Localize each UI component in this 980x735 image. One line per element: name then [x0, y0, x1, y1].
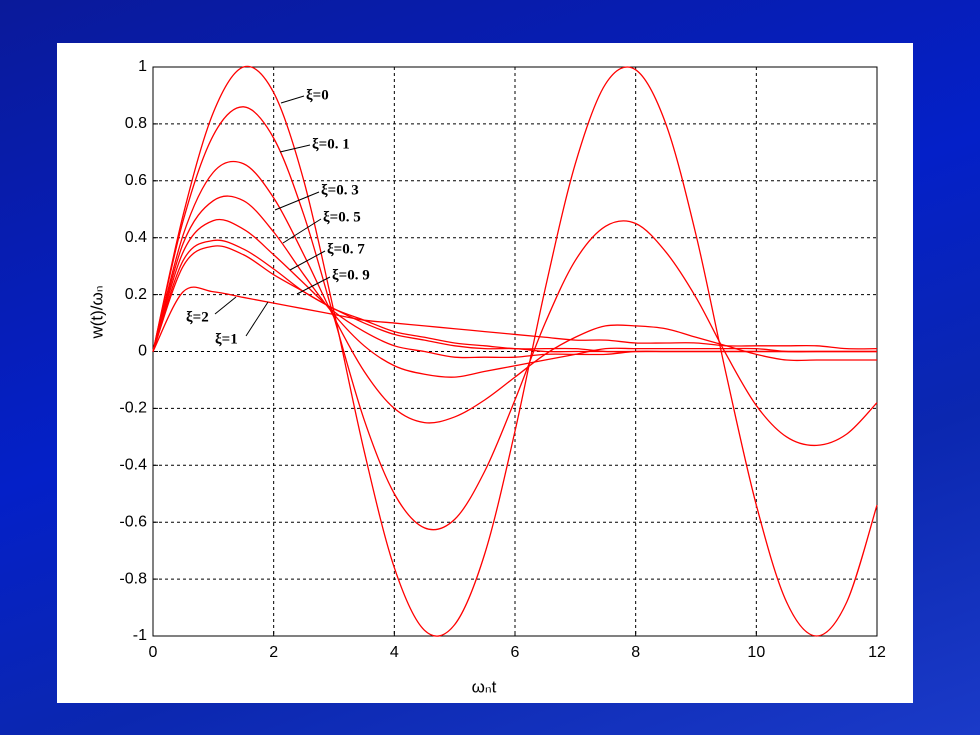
y-axis-label: w(t)/ωₙ: [87, 285, 106, 339]
y-tick-label: 0.6: [125, 172, 147, 189]
x-tick-label: 0: [149, 644, 158, 661]
annotation-leader: [289, 250, 326, 271]
y-tick-label: -0.4: [119, 457, 147, 474]
curve-label: ξ=1: [215, 331, 238, 347]
annotation-leader: [282, 218, 322, 244]
y-tick-label: -0.2: [119, 400, 147, 417]
series-line: [152, 286, 878, 352]
y-tick-label: 0.2: [125, 286, 147, 303]
curve-label: ξ=0. 5: [323, 209, 361, 225]
y-tick-label: -0.6: [119, 513, 147, 530]
series-line: [152, 195, 877, 378]
curve-label: ξ=0. 3: [321, 182, 359, 198]
annotation-leader: [274, 191, 320, 211]
curve-label: ξ=2: [186, 309, 209, 325]
y-tick-label: 0: [138, 343, 147, 360]
figure-panel: [57, 43, 913, 703]
series-line: [152, 65, 878, 637]
x-tick-label: 6: [511, 644, 520, 661]
x-tick-label: 4: [390, 644, 399, 661]
curve-label: ξ=0. 1: [312, 136, 350, 152]
x-tick-label: 8: [631, 644, 640, 661]
x-tick-label: 2: [269, 644, 278, 661]
annotation-leader: [280, 95, 305, 104]
series-line: [152, 245, 877, 353]
x-axis-label: ωₙt: [472, 677, 497, 696]
curve-label: ξ=0. 7: [327, 241, 365, 257]
x-tick-label: 10: [747, 644, 765, 661]
y-tick-label: -0.8: [119, 570, 147, 587]
y-tick-label: -1: [133, 627, 147, 644]
annotation-leader: [214, 296, 237, 315]
annotation-leader: [279, 144, 311, 153]
y-tick-label: 1: [138, 58, 147, 75]
series-line: [152, 160, 877, 424]
x-tick-label: 12: [868, 644, 886, 661]
y-tick-label: 0.8: [125, 115, 147, 132]
series-line: [152, 106, 878, 531]
curve-label: ξ=0: [306, 87, 329, 103]
annotation-leader: [245, 301, 269, 337]
curve-label: ξ=0. 9: [332, 267, 370, 283]
annotation-leader: [296, 276, 331, 295]
y-tick-label: 0.4: [125, 229, 147, 246]
